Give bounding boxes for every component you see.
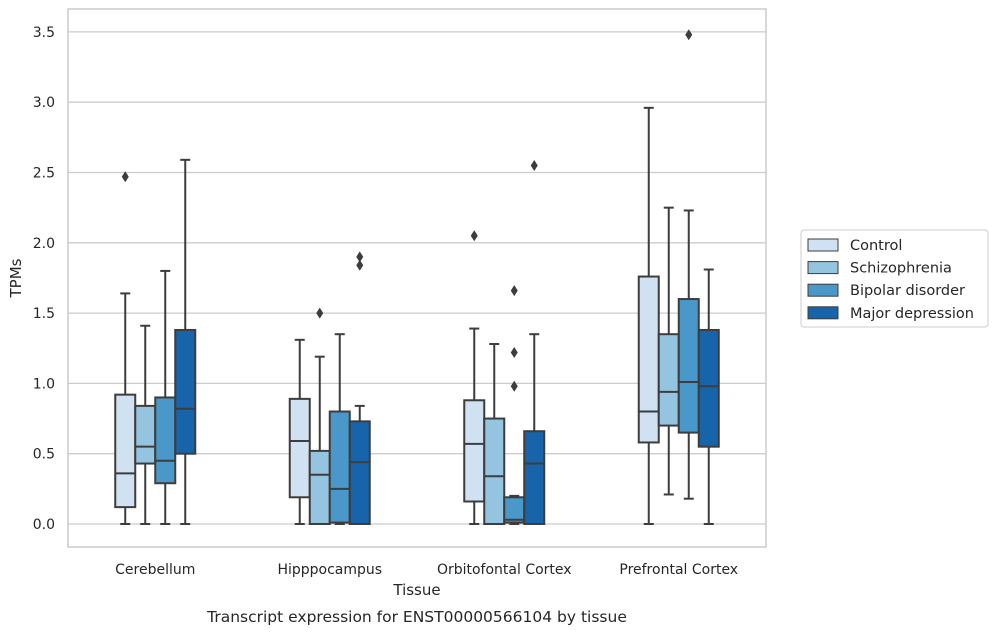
box-iqr: [463, 399, 486, 503]
legend-label: Schizophrenia: [850, 261, 952, 277]
y-tick-labels: 0.0 0.5 1.0 1.5 2.0 2.5 3.0 3.5: [33, 25, 55, 533]
box-group: [348, 251, 371, 525]
box-iqr: [288, 397, 311, 499]
y-tick-label: 1.0: [33, 376, 55, 392]
box-group: [328, 333, 351, 525]
y-axis-label: TPMs: [7, 258, 25, 298]
legend-items: Control Schizophrenia Bipolar disorder Majo…: [807, 238, 974, 322]
box-group: [657, 206, 680, 496]
outlier-point: [530, 159, 538, 171]
box-group: [134, 324, 157, 525]
box-group: [483, 343, 506, 525]
x-tick-label: Cerebellum: [115, 562, 195, 578]
box-iqr: [154, 396, 177, 485]
y-tick-label: 2.5: [33, 166, 55, 182]
y-tick-label: 1.5: [33, 306, 55, 322]
legend-swatch: [807, 283, 839, 297]
x-axis-label: Tissue: [392, 581, 440, 599]
legend-swatch: [807, 238, 839, 252]
box-iqr: [483, 417, 506, 525]
y-tick-label: 3.5: [33, 25, 55, 41]
box-iqr: [657, 333, 680, 427]
outlier-point: [356, 259, 364, 271]
legend-label: Major depression: [850, 306, 974, 322]
outlier-point: [510, 346, 518, 358]
legend: Control Schizophrenia Bipolar disorder Majo…: [800, 229, 989, 328]
box-group: [308, 307, 331, 525]
box-iqr: [114, 393, 137, 509]
outlier-point: [121, 171, 129, 183]
box-group: [288, 338, 311, 525]
legend-label: Bipolar disorder: [850, 283, 965, 299]
box-iqr: [308, 449, 331, 525]
legend-swatch: [807, 261, 839, 275]
outlier-point: [470, 230, 478, 242]
box-iqr: [328, 410, 351, 524]
outlier-point: [316, 307, 324, 319]
box-iqr: [348, 420, 371, 525]
legend-swatch: [807, 306, 839, 320]
x-tick-label: Orbitofontal Cortex: [437, 562, 572, 578]
box-iqr: [677, 298, 700, 434]
y-tick-label: 0.0: [33, 517, 55, 533]
box-iqr: [637, 275, 660, 444]
box-group: [697, 268, 720, 525]
box-group: [503, 285, 526, 525]
box-iqr: [697, 328, 720, 448]
outlier-point: [356, 251, 364, 263]
outlier-point: [510, 285, 518, 297]
x-tick-label: Prefrontal Cortex: [619, 562, 738, 578]
outlier-point: [510, 380, 518, 392]
box-group: [523, 159, 546, 526]
box-iqr: [174, 328, 197, 455]
box-group: [174, 158, 197, 525]
legend-frame: [800, 229, 989, 328]
plot-frame: [67, 8, 767, 548]
x-tick-labels: Cerebellum Hipppocampus Orbitofontal Corte…: [115, 562, 738, 578]
y-tick-label: 3.0: [33, 95, 55, 111]
box-group: [463, 230, 486, 525]
box-group: [114, 171, 137, 525]
box-iqr: [523, 430, 546, 526]
box-group: [637, 106, 660, 525]
box-iqr: [134, 404, 157, 465]
y-tick-label: 0.5: [33, 447, 55, 463]
x-tick-label: Hipppocampus: [277, 562, 382, 578]
y-tick-label: 2.0: [33, 236, 55, 252]
outlier-point: [685, 29, 693, 41]
box-group: [154, 269, 177, 525]
box-series: [114, 29, 720, 526]
figure-caption: Transcript expression for ENST0000056610…: [206, 608, 627, 626]
legend-label: Control: [850, 238, 902, 254]
box-group: [677, 29, 700, 500]
